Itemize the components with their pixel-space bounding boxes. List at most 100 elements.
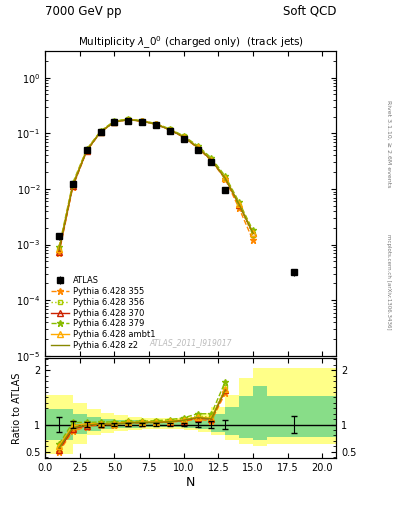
Pythia 6.428 356 — [181, 133, 186, 139]
Pythia 6.428 370 — [98, 129, 103, 135]
Pythia 6.428 356 — [195, 143, 200, 150]
Pythia 6.428 370 — [251, 230, 255, 237]
Pythia 6.428 379 — [140, 117, 145, 123]
Pythia 6.428 370 — [57, 248, 61, 254]
Pythia 6.428 379 — [126, 116, 130, 122]
Pythia 6.428 370 — [112, 119, 117, 125]
Pythia 6.428 370 — [237, 202, 241, 208]
Pythia 6.428 356 — [167, 126, 172, 133]
Pythia 6.428 355 — [237, 205, 241, 211]
Pythia 6.428 370 — [209, 157, 214, 163]
Pythia 6.428 z2 — [154, 121, 158, 127]
Pythia 6.428 379 — [223, 173, 228, 179]
Pythia 6.428 370 — [181, 134, 186, 140]
Pythia 6.428 ambt1 — [70, 181, 75, 187]
Pythia 6.428 355 — [209, 158, 214, 164]
Pythia 6.428 ambt1 — [181, 134, 186, 140]
Pythia 6.428 ambt1 — [167, 126, 172, 133]
Text: ATLAS_2011_I919017: ATLAS_2011_I919017 — [149, 338, 232, 347]
Pythia 6.428 356 — [209, 156, 214, 162]
Pythia 6.428 379 — [209, 155, 214, 161]
Pythia 6.428 356 — [251, 232, 255, 238]
Pythia 6.428 ambt1 — [84, 146, 89, 153]
Pythia 6.428 356 — [84, 147, 89, 153]
Pythia 6.428 355 — [126, 117, 130, 123]
Pythia 6.428 z2 — [70, 182, 75, 188]
Pythia 6.428 379 — [167, 126, 172, 132]
Pythia 6.428 356 — [140, 118, 145, 124]
Pythia 6.428 370 — [154, 121, 158, 127]
X-axis label: N: N — [186, 476, 195, 489]
Pythia 6.428 356 — [57, 247, 61, 253]
Pythia 6.428 z2 — [195, 144, 200, 150]
Pythia 6.428 356 — [237, 203, 241, 209]
Pythia 6.428 ambt1 — [195, 144, 200, 150]
Pythia 6.428 ambt1 — [140, 118, 145, 124]
Pythia 6.428 356 — [70, 181, 75, 187]
Pythia 6.428 z2 — [251, 230, 255, 236]
Pythia 6.428 z2 — [181, 134, 186, 140]
Pythia 6.428 356 — [126, 116, 130, 122]
Pythia 6.428 z2 — [57, 247, 61, 253]
Pythia 6.428 379 — [181, 133, 186, 139]
Pythia 6.428 370 — [195, 144, 200, 151]
Pythia 6.428 379 — [237, 199, 241, 205]
Line: Pythia 6.428 379: Pythia 6.428 379 — [55, 116, 256, 250]
Text: mcplots.cern.ch [arXiv:1306.3436]: mcplots.cern.ch [arXiv:1306.3436] — [386, 234, 391, 329]
Pythia 6.428 ambt1 — [98, 129, 103, 135]
Pythia 6.428 355 — [223, 176, 228, 182]
Pythia 6.428 ambt1 — [57, 245, 61, 251]
Pythia 6.428 z2 — [140, 118, 145, 124]
Pythia 6.428 379 — [84, 146, 89, 152]
Text: Rivet 3.1.10, ≥ 2.6M events: Rivet 3.1.10, ≥ 2.6M events — [386, 100, 391, 187]
Pythia 6.428 379 — [70, 180, 75, 186]
Pythia 6.428 ambt1 — [154, 121, 158, 127]
Pythia 6.428 z2 — [126, 117, 130, 123]
Pythia 6.428 z2 — [237, 201, 241, 207]
Pythia 6.428 355 — [57, 250, 61, 257]
Pythia 6.428 355 — [140, 118, 145, 124]
Pythia 6.428 355 — [112, 119, 117, 125]
Pythia 6.428 370 — [223, 175, 228, 181]
Pythia 6.428 z2 — [98, 129, 103, 135]
Pythia 6.428 356 — [98, 129, 103, 135]
Pythia 6.428 355 — [70, 184, 75, 190]
Pythia 6.428 379 — [154, 120, 158, 126]
Y-axis label: Ratio to ATLAS: Ratio to ATLAS — [12, 373, 22, 444]
Pythia 6.428 379 — [57, 244, 61, 250]
Pythia 6.428 370 — [70, 183, 75, 189]
Pythia 6.428 ambt1 — [126, 117, 130, 123]
Line: Pythia 6.428 370: Pythia 6.428 370 — [56, 117, 256, 254]
Text: Soft QCD: Soft QCD — [283, 5, 336, 18]
Line: Pythia 6.428 355: Pythia 6.428 355 — [55, 116, 256, 257]
Pythia 6.428 379 — [98, 128, 103, 134]
Line: Pythia 6.428 z2: Pythia 6.428 z2 — [59, 120, 253, 250]
Pythia 6.428 355 — [154, 121, 158, 127]
Pythia 6.428 370 — [140, 118, 145, 124]
Pythia 6.428 ambt1 — [209, 157, 214, 163]
Pythia 6.428 356 — [223, 175, 228, 181]
Pythia 6.428 ambt1 — [112, 118, 117, 124]
Text: 7000 GeV pp: 7000 GeV pp — [45, 5, 122, 18]
Pythia 6.428 z2 — [223, 175, 228, 181]
Pythia 6.428 z2 — [84, 147, 89, 154]
Pythia 6.428 379 — [112, 118, 117, 124]
Pythia 6.428 370 — [126, 117, 130, 123]
Pythia 6.428 ambt1 — [223, 175, 228, 181]
Pythia 6.428 z2 — [112, 119, 117, 125]
Pythia 6.428 355 — [195, 145, 200, 151]
Pythia 6.428 355 — [167, 127, 172, 133]
Pythia 6.428 z2 — [167, 126, 172, 133]
Pythia 6.428 ambt1 — [237, 201, 241, 207]
Legend: ATLAS, Pythia 6.428 355, Pythia 6.428 356, Pythia 6.428 370, Pythia 6.428 379, P: ATLAS, Pythia 6.428 355, Pythia 6.428 35… — [50, 274, 157, 352]
Title: Multiplicity $\lambda\_0^0$ (charged only)  (track jets): Multiplicity $\lambda\_0^0$ (charged onl… — [77, 35, 304, 51]
Line: Pythia 6.428 ambt1: Pythia 6.428 ambt1 — [56, 117, 256, 251]
Pythia 6.428 379 — [251, 227, 255, 233]
Pythia 6.428 370 — [84, 147, 89, 154]
Pythia 6.428 ambt1 — [251, 229, 255, 236]
Pythia 6.428 356 — [154, 121, 158, 127]
Pythia 6.428 355 — [84, 148, 89, 154]
Pythia 6.428 355 — [251, 237, 255, 243]
Pythia 6.428 z2 — [209, 157, 214, 163]
Line: Pythia 6.428 356: Pythia 6.428 356 — [57, 117, 255, 252]
